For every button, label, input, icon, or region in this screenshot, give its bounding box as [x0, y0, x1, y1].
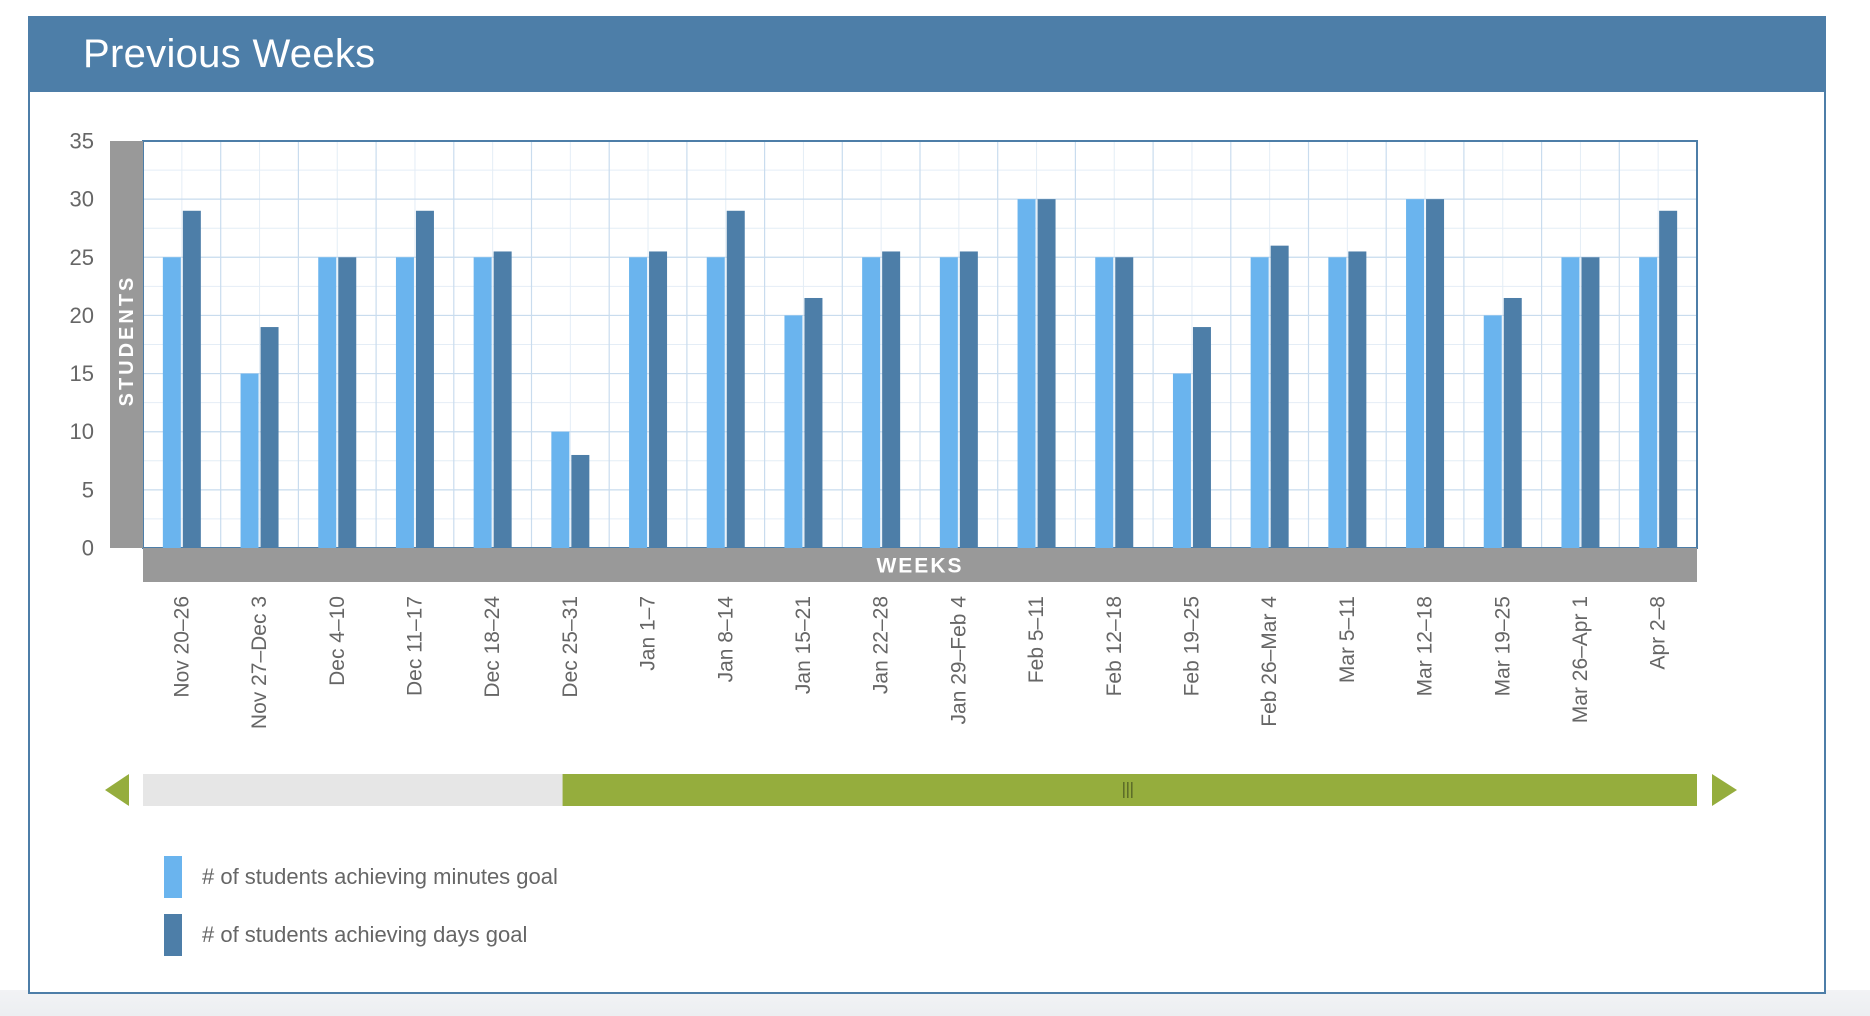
panel-header: Previous Weeks — [30, 18, 1824, 92]
bar-days-mar-5-11 — [1348, 251, 1367, 548]
x-tick-label-mar-26-apr-1: Mar 26–Apr 1 — [1569, 596, 1592, 723]
x-axis-label: WEEKS — [876, 555, 963, 578]
bar-days-jan-15-21 — [804, 297, 823, 548]
x-tick-label-jan-15-21: Jan 15–21 — [792, 596, 815, 694]
bar-minutes-jan-1-7 — [629, 257, 648, 548]
x-tick-label-nov-20-26: Nov 20–26 — [170, 596, 193, 698]
page-bottom-shade — [0, 990, 1870, 1016]
bar-minutes-feb-5-11 — [1017, 199, 1036, 548]
bar-days-mar-19-25 — [1503, 297, 1522, 548]
bar-days-jan-1-7 — [649, 251, 668, 548]
x-tick-label-dec-11-17: Dec 11–17 — [403, 596, 426, 696]
bar-days-feb-19-25 — [1192, 327, 1211, 548]
x-tick-label-dec-25-31: Dec 25–31 — [559, 596, 582, 698]
x-tick-label-feb-5-11: Feb 5–11 — [1025, 596, 1048, 683]
x-tick-label-feb-19-25: Feb 19–25 — [1180, 596, 1203, 696]
bar-minutes-feb-26-mar-4 — [1250, 257, 1269, 548]
x-tick-label-mar-19-25: Mar 19–25 — [1491, 596, 1514, 696]
x-tick-label-dec-18-24: Dec 18–24 — [481, 596, 504, 698]
scroll-right-arrow-icon[interactable] — [1712, 774, 1737, 806]
y-tick-label-10: 10 — [70, 419, 94, 444]
x-tick-label-feb-12-18: Feb 12–18 — [1103, 596, 1126, 696]
legend-label-days: # of students achieving days goal — [202, 922, 528, 947]
y-axis-band — [110, 141, 143, 548]
x-tick-label-nov-27-dec-3: Nov 27–Dec 3 — [248, 596, 271, 729]
bar-days-apr-2-8 — [1659, 210, 1678, 548]
x-tick-label-dec-4-10: Dec 4–10 — [326, 596, 349, 686]
legend-swatch-days — [164, 914, 182, 956]
bar-days-nov-27-dec-3 — [260, 327, 279, 548]
bar-days-feb-12-18 — [1115, 257, 1134, 548]
x-axis-band — [143, 548, 1697, 582]
bar-days-feb-26-mar-4 — [1270, 245, 1289, 548]
bar-minutes-mar-26-apr-1 — [1561, 257, 1580, 548]
chart-axes: STUDENTS 0 5 10 15 20 25 30 35 WEEKS Nov 20–26 Nov … — [70, 129, 1697, 729]
y-tick-label-25: 25 — [70, 245, 94, 270]
bar-days-feb-5-11 — [1037, 199, 1056, 548]
bar-days-mar-26-apr-1 — [1581, 257, 1600, 548]
bar-minutes-feb-12-18 — [1095, 257, 1114, 548]
chart-scrollbar[interactable] — [105, 774, 1737, 806]
bar-days-jan-29-feb-4 — [959, 251, 978, 548]
chart-bars — [162, 199, 1678, 548]
bar-minutes-feb-19-25 — [1172, 373, 1191, 548]
bar-minutes-nov-20-26 — [162, 257, 181, 548]
x-tick-label-jan-1-7: Jan 1–7 — [637, 596, 660, 671]
bar-days-dec-25-31 — [571, 454, 590, 548]
y-tick-label-0: 0 — [82, 536, 94, 561]
y-tick-label-15: 15 — [70, 361, 94, 386]
x-tick-label-jan-22-28: Jan 22–28 — [870, 596, 893, 694]
bar-minutes-jan-15-21 — [784, 315, 803, 548]
bar-days-jan-8-14 — [726, 210, 745, 548]
y-axis-label: STUDENTS — [116, 275, 138, 407]
x-tick-label-jan-29-feb-4: Jan 29–Feb 4 — [947, 596, 970, 725]
bar-minutes-dec-18-24 — [473, 257, 492, 548]
bar-days-nov-20-26 — [182, 210, 201, 548]
chart-grid — [142, 140, 1698, 549]
bar-minutes-mar-12-18 — [1406, 199, 1425, 548]
bar-minutes-dec-4-10 — [318, 257, 337, 548]
y-tick-label-5: 5 — [82, 477, 94, 502]
scroll-thumb[interactable] — [562, 774, 1697, 806]
legend-item-days: # of students achieving days goal — [164, 914, 527, 956]
bar-minutes-dec-11-17 — [395, 257, 414, 548]
bar-minutes-nov-27-dec-3 — [240, 373, 259, 548]
bar-minutes-jan-8-14 — [706, 257, 725, 548]
x-tick-label-feb-26-mar-4: Feb 26–Mar 4 — [1258, 596, 1281, 727]
legend-swatch-minutes — [164, 856, 182, 898]
x-tick-label-jan-8-14: Jan 8–14 — [714, 596, 737, 683]
bar-minutes-apr-2-8 — [1639, 257, 1658, 548]
x-tick-label-mar-12-18: Mar 12–18 — [1414, 596, 1437, 696]
y-tick-label-20: 20 — [70, 303, 94, 328]
bar-minutes-dec-25-31 — [551, 431, 570, 548]
x-tick-label-mar-5-11: Mar 5–11 — [1336, 596, 1359, 683]
legend-label-minutes: # of students achieving minutes goal — [202, 864, 558, 889]
bar-minutes-jan-29-feb-4 — [939, 257, 958, 548]
scroll-left-arrow-icon[interactable] — [105, 774, 129, 806]
bar-days-jan-22-28 — [882, 251, 901, 548]
bar-days-mar-12-18 — [1426, 199, 1445, 548]
y-tick-label-35: 35 — [70, 129, 94, 154]
legend-item-minutes: # of students achieving minutes goal — [164, 856, 558, 898]
panel-title: Previous Weeks — [83, 32, 376, 76]
bar-minutes-jan-22-28 — [862, 257, 881, 548]
bar-days-dec-11-17 — [415, 210, 434, 548]
bar-minutes-mar-5-11 — [1328, 257, 1347, 548]
bar-days-dec-4-10 — [338, 257, 357, 548]
bar-days-dec-18-24 — [493, 251, 512, 548]
x-tick-label-apr-2-8: Apr 2–8 — [1647, 596, 1670, 670]
y-tick-label-30: 30 — [70, 187, 94, 212]
bar-minutes-mar-19-25 — [1483, 315, 1502, 548]
